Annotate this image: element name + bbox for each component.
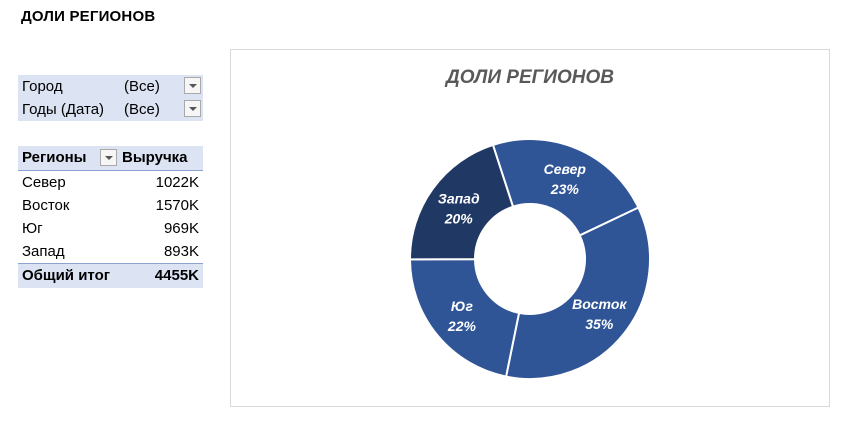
revenue-cell: 1570K bbox=[155, 197, 199, 214]
slice-category-label: Юг bbox=[451, 298, 474, 314]
table-row[interactable]: Север 1022K bbox=[18, 171, 203, 194]
revenue-cell: 969K bbox=[163, 220, 199, 237]
table-row[interactable]: Запад 893K bbox=[18, 240, 203, 263]
slice-category-label: Север bbox=[544, 161, 587, 177]
filter-city-dropdown-icon[interactable] bbox=[184, 77, 201, 94]
slice-category-label: Восток bbox=[572, 296, 627, 312]
filter-years-dropdown-icon[interactable] bbox=[184, 100, 201, 117]
slice-percent-label: 20% bbox=[444, 210, 474, 226]
filter-years-value: (Все) bbox=[124, 101, 160, 118]
revenue-cell: 893K bbox=[163, 243, 199, 260]
slice-4[interactable] bbox=[409, 143, 515, 261]
regions-filter-dropdown-icon[interactable] bbox=[100, 149, 117, 166]
header-regions: Регионы bbox=[22, 149, 87, 166]
region-cell: Восток bbox=[22, 197, 70, 214]
grand-total-row[interactable]: Общий итог 4455K bbox=[18, 263, 203, 288]
filter-city: Город (Все) bbox=[18, 75, 203, 98]
pivot-header: Регионы Выручка bbox=[18, 146, 203, 171]
slice-3[interactable] bbox=[408, 258, 521, 378]
slice-1[interactable] bbox=[491, 138, 640, 237]
header-revenue: Выручка bbox=[122, 149, 188, 166]
doughnut-chart[interactable]: ДОЛИ РЕГИОНОВ Север 23% Восток 35% Юг 22% Запа… bbox=[230, 49, 830, 407]
slice-percent-label: 23% bbox=[550, 181, 580, 197]
chart-title: ДОЛИ РЕГИОНОВ bbox=[446, 67, 614, 88]
sheet-title: ДОЛИ РЕГИОНОВ bbox=[21, 8, 156, 25]
grand-total-value: 4455K bbox=[154, 267, 199, 284]
filter-years: Годы (Дата) (Все) bbox=[18, 98, 203, 121]
filter-city-label: Город bbox=[22, 78, 63, 95]
filter-years-label: Годы (Дата) bbox=[22, 101, 105, 118]
chart-plot-area: Север 23% Восток 35% Юг 22% Запад 20% bbox=[408, 138, 651, 380]
table-row[interactable]: Восток 1570K bbox=[18, 194, 203, 217]
slice-percent-label: 35% bbox=[585, 316, 614, 332]
region-cell: Север bbox=[22, 174, 66, 191]
slice-category-label: Запад bbox=[438, 190, 480, 206]
slice-percent-label: 22% bbox=[447, 318, 477, 334]
region-cell: Юг bbox=[22, 220, 43, 237]
grand-total-label: Общий итог bbox=[22, 267, 110, 284]
pivot-table: Регионы Выручка Север 1022K Восток 1570K… bbox=[18, 146, 203, 288]
table-row[interactable]: Юг 969K bbox=[18, 217, 203, 240]
filter-city-value: (Все) bbox=[124, 78, 160, 95]
region-cell: Запад bbox=[22, 243, 65, 260]
slice-2[interactable] bbox=[504, 206, 651, 380]
report-filters: Город (Все) Годы (Дата) (Все) bbox=[18, 75, 203, 121]
revenue-cell: 1022K bbox=[155, 174, 199, 191]
